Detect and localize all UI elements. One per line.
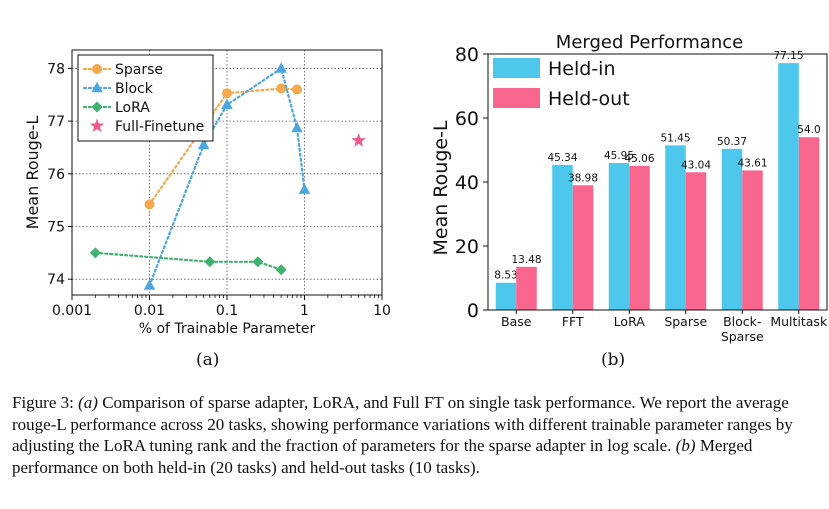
tick-label-x: Block-Sparse <box>721 314 764 344</box>
caption-a-text: Comparison of sparse adapter, LoRA, and … <box>12 393 793 456</box>
data-point-lora <box>204 256 216 268</box>
tick-label-x: 0.1 <box>216 303 238 319</box>
plot-frame <box>487 53 828 311</box>
tick-label-x: 0.01 <box>134 303 165 319</box>
data-point-full-finetune <box>351 133 366 147</box>
data-label-held-out: 43.04 <box>681 159 711 171</box>
tick-label-y: 0 <box>467 300 479 322</box>
data-point-block <box>197 138 210 150</box>
tick-label-y: 75 <box>47 220 65 236</box>
tick-label-y: 80 <box>455 44 479 66</box>
legend-marker-block <box>91 81 103 93</box>
bar-held-out <box>629 165 650 310</box>
data-label-held-in: 51.45 <box>660 132 690 144</box>
data-point-block <box>143 279 156 290</box>
caption-b-text: Merged performance on both held-in (20 t… <box>12 436 753 477</box>
bar-held-out <box>572 185 594 310</box>
legend: Sparse Block LoRA Full-Finetune <box>77 54 214 142</box>
data-label-held-out: 38.98 <box>568 172 598 184</box>
tick-label-x: Base <box>501 314 532 329</box>
bar-held-out <box>742 170 763 310</box>
legend-label-full-finetune: Full-Finetune <box>115 119 204 135</box>
bar-held-out <box>516 266 537 310</box>
data-label-held-in: 50.37 <box>717 136 747 148</box>
legend: Held-in Held-out <box>493 58 630 110</box>
bar-held-out <box>685 172 707 310</box>
data-label-held-in: 77.15 <box>773 50 803 62</box>
tick-label-y: 40 <box>455 172 479 194</box>
figure-caption: Figure 3: (a) Comparison of sparse adapt… <box>12 392 820 478</box>
legend-swatch-held-out <box>493 88 540 108</box>
tick-label-y: 76 <box>47 167 65 183</box>
data-label-held-out: 54.0 <box>797 124 820 136</box>
data-point-block <box>221 98 233 110</box>
bar-held-in <box>495 282 517 310</box>
data-label-held-out: 13.48 <box>511 254 541 266</box>
axis-label-x: % of Trainable Parameter <box>139 321 316 337</box>
series-line-block <box>148 66 306 287</box>
data-point-sparse <box>144 199 155 210</box>
tick-label-x: FFT <box>562 314 584 329</box>
caption-prefix: Figure 3: <box>12 393 79 412</box>
tick-label-y: 78 <box>47 61 65 77</box>
chart-title: Merged Performance <box>556 32 743 53</box>
chart-b: Merged Performance 0 20 40 60 80 Mean Rouge-L 8… <box>430 32 828 344</box>
legend-marker-sparse <box>92 64 102 74</box>
tick-label-y: 77 <box>47 114 65 130</box>
data-label-held-in: 45.34 <box>547 152 577 164</box>
data-label-held-out: 45.06 <box>624 153 654 165</box>
data-point-block <box>275 62 287 73</box>
legend-label-sparse: Sparse <box>115 62 163 78</box>
data-point-sparse <box>291 84 302 95</box>
tick-label-y: 60 <box>455 108 479 130</box>
tick-label-x: 1 <box>300 303 309 319</box>
data-point-lora <box>89 247 101 259</box>
bar-held-in <box>721 148 743 310</box>
bar-held-in <box>608 162 630 310</box>
data-point-block <box>291 121 303 133</box>
bar-held-in <box>778 63 799 311</box>
legend-swatch-held-in <box>493 58 540 78</box>
chart-a: 74 75 76 77 78 0.001 0.01 0.1 1 10 % of Trainable … <box>23 49 391 337</box>
axis-label-y: Mean Rouge-L <box>430 120 452 255</box>
data-label-held-in: 45.95 <box>604 150 634 162</box>
tick-label-x: LoRA <box>614 314 646 329</box>
tick-label-x: 10 <box>373 303 391 319</box>
tick-label-x: Sparse <box>664 314 707 329</box>
caption-b-tag: (b) <box>675 436 696 456</box>
tick-label-y: 20 <box>455 236 479 258</box>
data-point-sparse <box>276 83 287 94</box>
legend-label-lora: LoRA <box>115 100 150 116</box>
tick-label-y: 74 <box>47 272 65 288</box>
data-point-block <box>298 183 311 194</box>
legend-marker-full-finetune <box>89 118 105 133</box>
tick-label-x: Multitask <box>770 314 828 329</box>
caption-a-tag: (a) <box>78 393 98 412</box>
axis-label-y: Mean Rouge-L <box>23 116 42 230</box>
data-point-lora <box>275 264 287 276</box>
legend-label-held-out: Held-out <box>548 88 630 110</box>
data-label-held-out: 43.61 <box>737 157 767 169</box>
legend-label-held-in: Held-in <box>548 58 616 80</box>
legend-label-block: Block <box>115 81 154 97</box>
data-point-lora <box>252 256 264 268</box>
tick-label-x: 0.001 <box>52 303 92 319</box>
bar-held-in <box>552 164 573 310</box>
data-point-sparse <box>222 88 232 99</box>
series-line-lora <box>94 251 283 271</box>
series-line-sparse <box>148 87 299 206</box>
legend-marker-lora <box>91 101 103 113</box>
subfigure-label-b: (b) <box>601 350 626 370</box>
data-label-held-in: 8.53 <box>494 270 517 282</box>
bar-held-out <box>798 137 820 310</box>
subfigure-label-a: (a) <box>196 350 220 370</box>
bar-held-in <box>665 145 686 310</box>
